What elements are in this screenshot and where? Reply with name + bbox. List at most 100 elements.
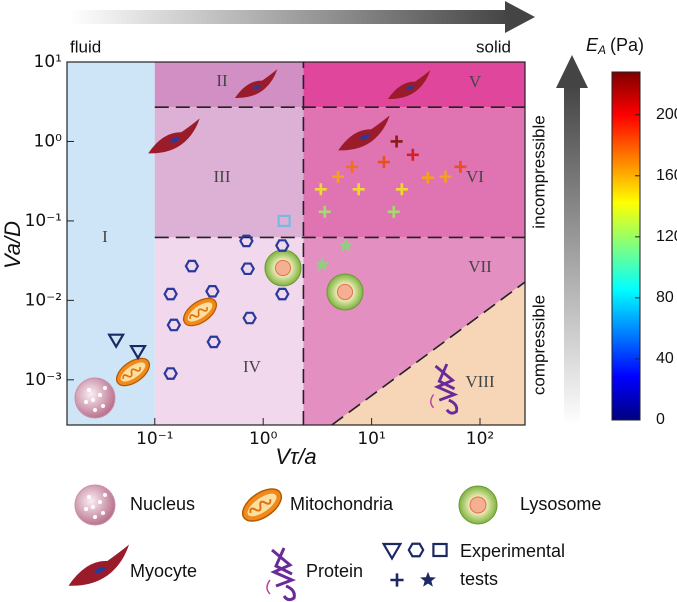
- plus-marker: [387, 205, 400, 218]
- nucleus-icon: [74, 484, 116, 526]
- plus-marker: [390, 573, 404, 587]
- mitochondria-cristae: [249, 499, 272, 514]
- nucleus-dot: [87, 495, 91, 499]
- region-label: IV: [243, 357, 262, 376]
- region-label: III: [214, 167, 231, 186]
- arrow-head: [505, 1, 535, 33]
- myocyte-nucleus: [360, 134, 370, 140]
- protein-chain: [433, 363, 459, 415]
- plus-marker: [454, 160, 467, 173]
- myocyte-icon: [234, 69, 278, 99]
- myocyte-icon: [148, 118, 200, 154]
- myocyte-nucleus: [406, 85, 414, 91]
- hexagon-marker: [275, 287, 290, 301]
- mitochondria-inner: [120, 362, 146, 382]
- myocyte-nucleus: [253, 84, 261, 90]
- colorbar-symbol: E: [586, 35, 599, 55]
- plus-marker: [390, 135, 403, 148]
- nucleus-dot: [84, 507, 88, 511]
- mitochondria-inner: [187, 302, 213, 322]
- colorbar-tick-label: 40: [656, 350, 674, 367]
- mitochondria-icon: [241, 488, 283, 522]
- nucleus-dot: [101, 404, 105, 408]
- hexagon-marker: [242, 311, 257, 325]
- myocyte-body: [68, 544, 130, 586]
- myocyte-icon: [68, 544, 130, 586]
- hexagon-marker: [163, 367, 178, 380]
- legend-label: Mitochondria: [290, 494, 394, 514]
- myocyte-body: [338, 115, 390, 151]
- protein-chain: [270, 547, 296, 602]
- region-label: I: [102, 227, 108, 246]
- nucleus-dot: [98, 500, 102, 504]
- colorbar-label: EA (Pa): [586, 35, 644, 57]
- nucleus-dot: [91, 505, 95, 509]
- region: [67, 62, 155, 425]
- hexagon-marker: [275, 239, 290, 252]
- lysosome-core: [274, 259, 292, 277]
- arrow-head: [556, 55, 588, 88]
- y-axis-label: Va/D: [0, 221, 25, 269]
- myocyte-body: [387, 70, 431, 100]
- nucleus-dot: [103, 386, 107, 390]
- y-tick-label: 10⁰: [34, 131, 63, 151]
- plus-marker: [421, 171, 434, 184]
- y-tick-label: 10¹: [34, 52, 62, 72]
- hexagon-marker: [407, 542, 425, 558]
- nucleus-dot: [101, 511, 105, 515]
- colorbar-tick-label: 200: [656, 106, 677, 123]
- hexagon-marker: [239, 234, 254, 248]
- nucleus-dot: [93, 408, 97, 412]
- region: [154, 62, 304, 108]
- myocyte-body: [148, 118, 200, 154]
- triangle-marker: [381, 542, 403, 561]
- region-label: VII: [468, 257, 492, 276]
- plot-frame: [66, 61, 526, 426]
- plus-marker: [318, 205, 331, 218]
- nucleus-icon: [74, 377, 116, 419]
- colorbar-subscript: A: [597, 43, 606, 57]
- plus-marker: [314, 183, 327, 196]
- hexagon-marker: [184, 259, 200, 273]
- square-marker: [277, 214, 291, 228]
- legend-label: Experimental: [460, 541, 565, 561]
- colorbar-tick-label: 0: [656, 411, 665, 428]
- protein-icon: [266, 547, 296, 602]
- colorbar-unit: (Pa): [610, 35, 644, 55]
- nucleus-dot: [98, 393, 102, 397]
- protein-loop: [266, 579, 271, 595]
- triangle-marker: [107, 333, 126, 349]
- lysosome-icon: [326, 273, 364, 311]
- x-tick-label: 10¹: [357, 429, 385, 449]
- annotation: compressible: [529, 295, 548, 395]
- lysosome-icon: [458, 485, 498, 525]
- colorbar-tick-label: 80: [656, 289, 674, 306]
- nucleus-dot: [87, 388, 91, 392]
- legend: Nucleus Mitochondria Lysosome Myocyte Protei…: [130, 494, 601, 589]
- legend-label: Protein: [306, 561, 363, 581]
- annotation: incompressible: [529, 115, 548, 228]
- x-tick-label: 10⁰: [249, 429, 278, 449]
- plus-marker: [332, 170, 345, 183]
- region: [154, 237, 304, 425]
- hexagon-marker: [166, 318, 182, 332]
- lysosome-icon: [264, 249, 302, 287]
- legend-label: Lysosome: [520, 494, 601, 514]
- plus-marker: [406, 148, 419, 161]
- colorbar: [611, 71, 641, 421]
- annotation: solid: [476, 37, 511, 56]
- region-label: VI: [466, 167, 484, 186]
- nucleus-dot: [91, 398, 95, 402]
- mitochondria-cristae: [189, 307, 208, 319]
- hexagon-marker: [206, 335, 222, 349]
- y-tick-label: 10⁻³: [25, 370, 62, 390]
- legend-label: Nucleus: [130, 494, 195, 514]
- hexagon-marker: [163, 287, 178, 301]
- lysosome-core: [336, 283, 354, 301]
- region-label: VIII: [465, 372, 495, 391]
- y-tick-label: 10⁻¹: [25, 211, 62, 231]
- region: [154, 107, 304, 238]
- mitochondria-icon: [182, 297, 218, 327]
- boundary: [331, 281, 526, 426]
